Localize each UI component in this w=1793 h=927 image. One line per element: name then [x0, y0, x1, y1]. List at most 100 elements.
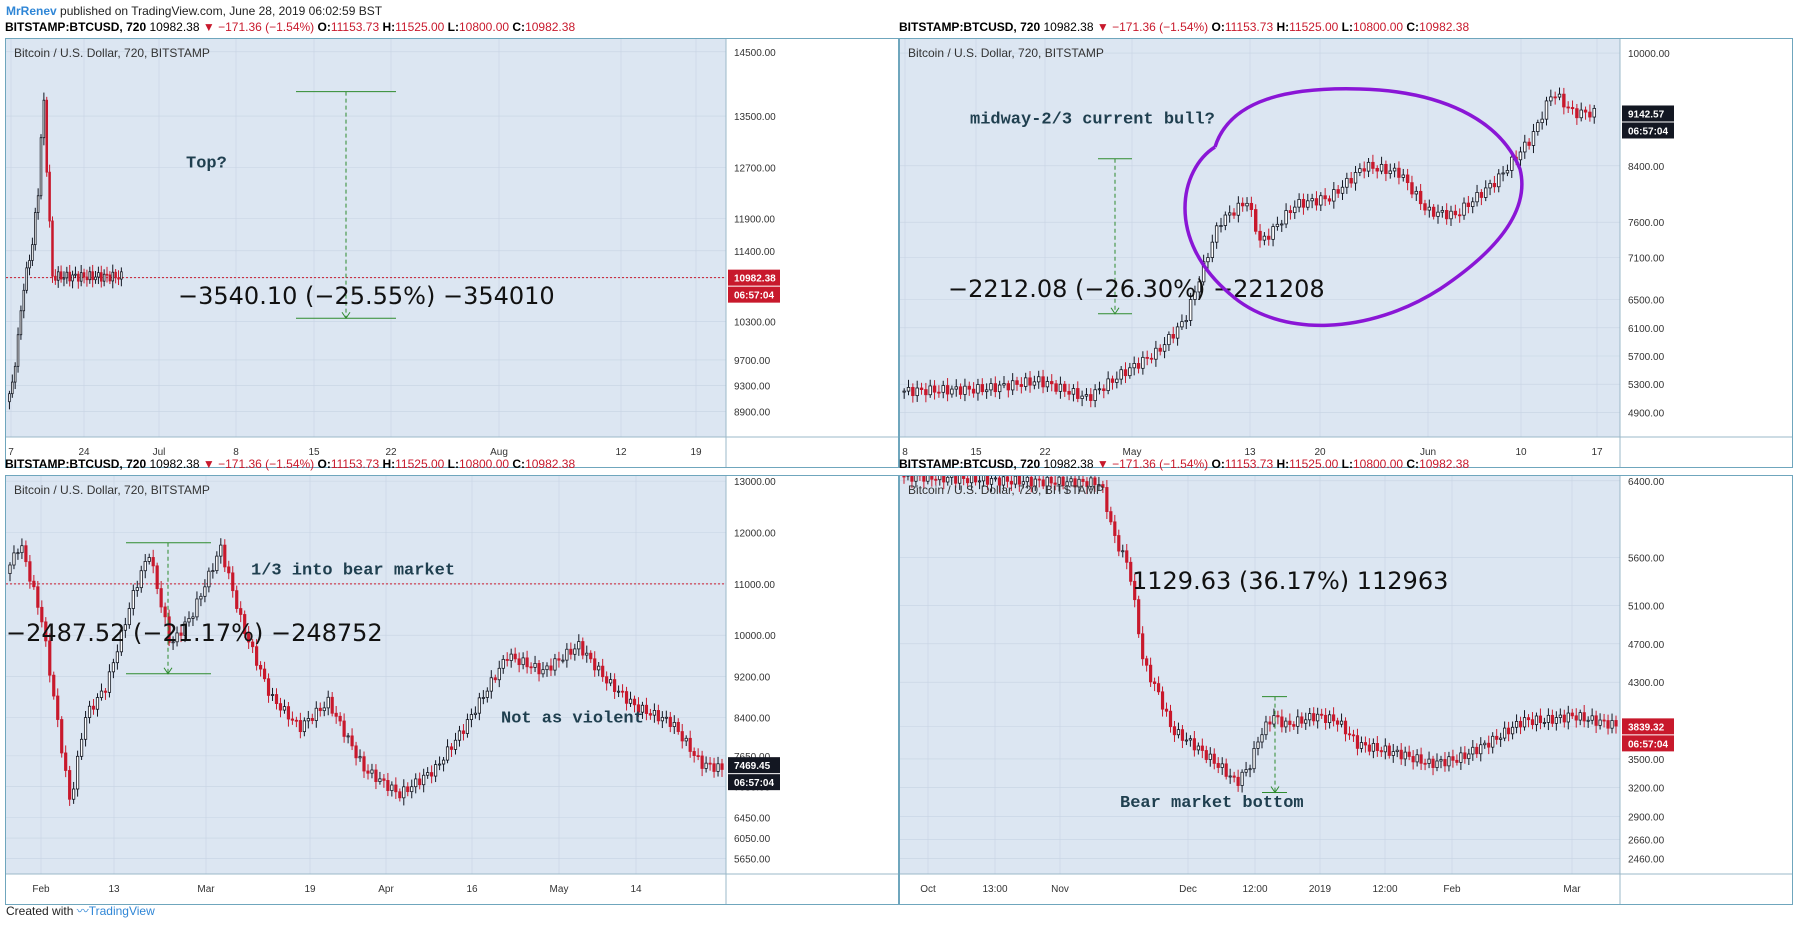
candle-body — [1137, 599, 1141, 635]
candle-body — [91, 705, 96, 710]
candle-body — [1280, 716, 1284, 728]
chart-svg[interactable]: 6400.00 5600.00 5100.00 4700.00 4300.00 3500.… — [900, 476, 1792, 904]
candle-body — [32, 580, 36, 588]
symbol-label[interactable]: BITSTAMP:BTCUSD, 720 — [5, 20, 147, 34]
high-value: 11525.00 — [1289, 457, 1339, 471]
candle-body — [374, 769, 378, 782]
y-tick-label: 9200.00 — [734, 672, 771, 683]
candle-body — [1349, 177, 1353, 184]
candle-body — [1363, 742, 1368, 746]
candle-body — [278, 703, 283, 711]
candle-body — [1592, 107, 1596, 118]
x-tick-label: 22 — [1039, 447, 1051, 458]
candle-body — [51, 220, 54, 277]
candle-body — [426, 772, 430, 776]
x-tick-label: May — [1123, 447, 1142, 458]
publisher-text: published on TradingView.com, June 28, 2… — [60, 4, 383, 18]
candle-body — [163, 606, 167, 618]
price-change: ▼ −171.36 (−1.54%) — [202, 457, 315, 471]
candle-body — [1240, 771, 1244, 786]
chart-svg[interactable]: 14500.00 13500.00 12700.00 11900.00 11400.00… — [6, 39, 898, 467]
candle-body — [1462, 202, 1466, 216]
candle-body — [477, 697, 481, 714]
candle-body — [1197, 281, 1201, 293]
pane-title: Bitcoin / U.S. Dollar, 720, BITSTAMP — [908, 483, 1104, 497]
candle-body — [1359, 742, 1364, 749]
candle-body — [24, 545, 28, 563]
candle-body — [954, 386, 958, 390]
candle-body — [553, 658, 557, 671]
candle-body — [1479, 192, 1484, 198]
author-link[interactable]: MrRenev — [6, 4, 57, 18]
candle-body — [1371, 161, 1375, 169]
candle-body — [1397, 167, 1401, 178]
candle-body — [1522, 717, 1527, 728]
candle-body — [1292, 724, 1296, 727]
footer-prefix: Created with — [6, 904, 74, 918]
candle-body — [1540, 118, 1544, 124]
candle-body — [1492, 182, 1497, 188]
low-label: L: — [447, 20, 459, 34]
y-tick-label: 9700.00 — [734, 356, 771, 367]
candle-body — [54, 275, 57, 281]
candle-body — [934, 478, 938, 481]
low-value: 10800.00 — [458, 457, 510, 471]
countdown-box — [1622, 122, 1674, 139]
candle-body — [79, 272, 83, 282]
candle-body — [1220, 763, 1224, 768]
candle-body — [902, 476, 906, 478]
candle-body — [668, 716, 672, 727]
chart-area[interactable]: 13000.00 12000.00 11000.00 10000.00 9200.00 8… — [5, 475, 899, 905]
y-tick-label: 6450.00 — [734, 814, 771, 825]
candle-body — [1188, 738, 1192, 741]
candle-body — [1076, 388, 1080, 399]
candle-body — [77, 273, 80, 282]
candle-body — [1115, 378, 1119, 383]
tradingview-link[interactable]: TradingView — [88, 904, 155, 918]
candle-body — [1379, 750, 1383, 753]
candle-body — [1102, 388, 1106, 392]
y-tick-label: 10000.00 — [734, 631, 776, 642]
symbol-label[interactable]: BITSTAMP:BTCUSD, 720 — [899, 457, 1041, 471]
x-tick-label: 19 — [690, 447, 702, 458]
candle-body — [1530, 719, 1535, 726]
candle-body — [1606, 720, 1610, 729]
candle-body — [1391, 751, 1395, 756]
chart-area[interactable]: 14500.00 13500.00 12700.00 11900.00 11400.00… — [5, 38, 899, 468]
candle-body — [1010, 380, 1015, 391]
candle-body — [1405, 174, 1410, 184]
candle-body — [1212, 753, 1216, 764]
candle-body — [1427, 206, 1432, 211]
candle-body — [569, 648, 573, 655]
candle-body — [1542, 722, 1547, 724]
y-tick-label: 10300.00 — [734, 317, 776, 328]
candle-body — [314, 707, 318, 721]
candle-body — [97, 272, 100, 278]
candle-body — [1319, 195, 1323, 206]
candle-body — [1488, 182, 1492, 189]
candle-body — [1340, 186, 1345, 194]
candle-body — [1536, 122, 1540, 132]
plot-background — [900, 476, 1620, 874]
symbol-label[interactable]: BITSTAMP:BTCUSD, 720 — [5, 457, 147, 471]
candle-body — [1053, 482, 1057, 485]
chart-area[interactable]: 6400.00 5600.00 5100.00 4700.00 4300.00 3500.… — [899, 475, 1793, 905]
candle-body — [1154, 347, 1158, 360]
candle-body — [632, 698, 637, 706]
candle-body — [1431, 206, 1436, 217]
chart-svg[interactable]: 13000.00 12000.00 11000.00 10000.00 9200.00 8… — [6, 476, 898, 904]
candle-body — [1145, 356, 1149, 359]
x-tick-label: 22 — [385, 447, 397, 458]
chart-svg[interactable]: 10000.00 8400.00 7600.00 7100.00 6500.00 6100… — [900, 39, 1792, 467]
symbol-label[interactable]: BITSTAMP:BTCUSD, 720 — [899, 20, 1041, 34]
chart-panel-2: BITSTAMP:BTCUSD, 720 10982.38 ▼ −171.36 … — [5, 453, 899, 905]
candle-body — [1037, 376, 1041, 383]
candle-body — [605, 676, 609, 684]
chart-area[interactable]: 10000.00 8400.00 7600.00 7100.00 6500.00 6100… — [899, 38, 1793, 468]
candle-body — [107, 671, 112, 693]
candle-body — [1105, 487, 1109, 513]
candle-body — [1447, 756, 1451, 767]
candle-body — [1594, 715, 1598, 726]
candle-body — [85, 276, 89, 281]
candle-body — [1566, 106, 1570, 109]
